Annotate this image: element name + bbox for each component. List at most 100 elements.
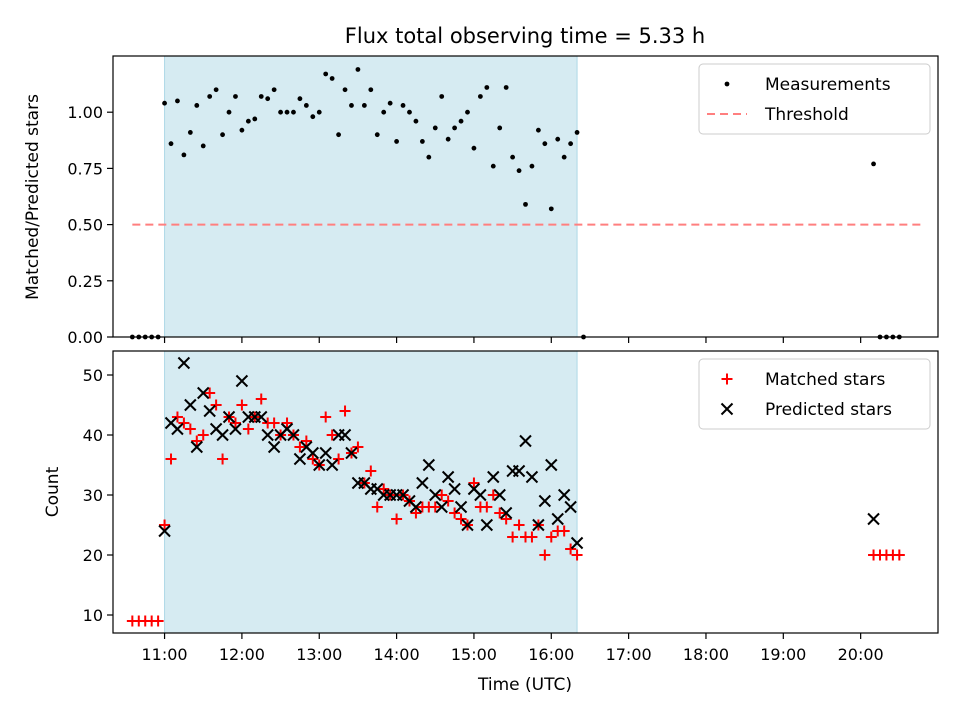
predicted-stars-point [229, 422, 242, 436]
matched-stars-point [378, 483, 390, 495]
predicted-stars-point [480, 518, 494, 532]
matched-stars-point [442, 495, 454, 507]
count-x-tick-label: 17:00 [606, 645, 652, 664]
measurements-point [432, 125, 438, 131]
matched-stars-point [191, 435, 203, 447]
matched-stars-point [526, 531, 538, 543]
predicted-stars-point [512, 464, 526, 478]
predicted-stars-point [197, 386, 210, 400]
ratio-y-tick-label: 0.00 [67, 328, 103, 347]
matched-stars-point [571, 549, 583, 561]
legend-predicted-stars-swatch [720, 402, 734, 416]
measurements-point [465, 109, 470, 115]
matched-stars-point [481, 501, 493, 513]
predicted-stars-point [255, 410, 268, 424]
predicted-stars-point [570, 536, 584, 550]
count-x-tick-label: 13:00 [296, 645, 342, 664]
matched-stars-point [429, 501, 441, 513]
measurements-point [310, 114, 316, 120]
predicted-stars-point [345, 446, 358, 460]
matched-stars-point [539, 549, 551, 561]
measurements-point [303, 103, 309, 108]
legend-threshold-label: Threshold [764, 105, 849, 125]
count-x-tick-label: 18:00 [683, 645, 729, 664]
measurements-point [162, 100, 167, 106]
count-x-axis-label: Time (UTC) [477, 675, 572, 695]
matched-stars-point [468, 477, 480, 489]
predicted-stars-point [867, 512, 880, 526]
matched-stars-point [307, 453, 319, 465]
measurements-point [439, 94, 445, 99]
predicted-stars-point [435, 500, 448, 514]
ratio-axes-frame [112, 55, 939, 338]
measurements-point [400, 103, 406, 108]
measurements-point [426, 154, 432, 160]
measurements-point [342, 87, 348, 93]
matched-stars-point [294, 441, 306, 453]
predicted-stars-point [525, 470, 539, 484]
predicted-stars-point [487, 470, 500, 484]
predicted-stars-point [222, 410, 236, 424]
measurements-point [407, 109, 412, 115]
measurements-point [484, 85, 490, 90]
measurements-point [477, 94, 483, 99]
count-x-tick-label: 19:00 [760, 645, 806, 664]
legend-measurements-swatch [724, 81, 730, 87]
measurements-point [871, 161, 876, 167]
measurements-point [200, 143, 206, 149]
matched-stars-point [217, 453, 229, 465]
measurements-point [419, 139, 425, 144]
predicted-stars-point [235, 374, 249, 388]
predicted-stars-point [441, 470, 455, 484]
measurements-point [497, 125, 503, 131]
measurements-point [207, 94, 213, 99]
predicted-stars-point [564, 500, 577, 514]
matched-stars-point [436, 489, 448, 501]
measurements-point [355, 67, 361, 72]
predicted-stars-point [306, 446, 320, 460]
matched-stars-point [893, 549, 905, 561]
matched-stars-point [391, 513, 403, 525]
measurements-point [291, 109, 296, 115]
predicted-stars-point [325, 458, 339, 472]
count-x-tick-label: 14:00 [374, 645, 420, 664]
measurements-point [316, 109, 322, 115]
measurements-point [271, 87, 277, 93]
predicted-stars-point [158, 524, 171, 538]
legend-measurements-label: Measurements [765, 75, 891, 95]
measurements-point [329, 76, 335, 81]
matched-stars-point [300, 435, 312, 447]
measurements-point [194, 103, 200, 108]
count-y-tick-label: 20 [83, 546, 103, 565]
matched-stars-point [507, 531, 519, 543]
predicted-stars-point [493, 488, 506, 502]
measurements-point [574, 130, 580, 135]
matched-stars-point [165, 453, 177, 465]
count-x-tick-label: 12:00 [219, 645, 265, 664]
predicted-stars-point [293, 452, 307, 466]
measurements-point [245, 118, 251, 124]
measurements-point [413, 118, 419, 124]
count-y-tick-label: 30 [83, 486, 103, 505]
matched-stars-point [281, 417, 293, 429]
ratio-y-tick-label: 0.25 [67, 272, 103, 291]
predicted-stars-point [454, 500, 468, 514]
predicted-stars-point [429, 488, 442, 502]
measurements-point [349, 103, 354, 108]
measurements-point [187, 130, 193, 135]
measurements-point [323, 71, 329, 77]
count-observing-span [164, 350, 578, 634]
measurements-point [510, 154, 516, 160]
measurements-point [471, 145, 477, 151]
count-x-tick-label: 16:00 [528, 645, 574, 664]
predicted-stars-point [184, 398, 197, 412]
predicted-stars-point [267, 440, 281, 454]
measurements-point [387, 100, 393, 106]
measurements-point [284, 109, 290, 115]
matched-stars-point [178, 417, 190, 429]
measurements-point [278, 109, 283, 115]
count-panel: 10 20 30 40 50 11:00 12:00 13:00 14:00 15:00 16:0… [43, 350, 939, 695]
predicted-stars-point [448, 482, 461, 496]
measurements-point [168, 141, 174, 147]
